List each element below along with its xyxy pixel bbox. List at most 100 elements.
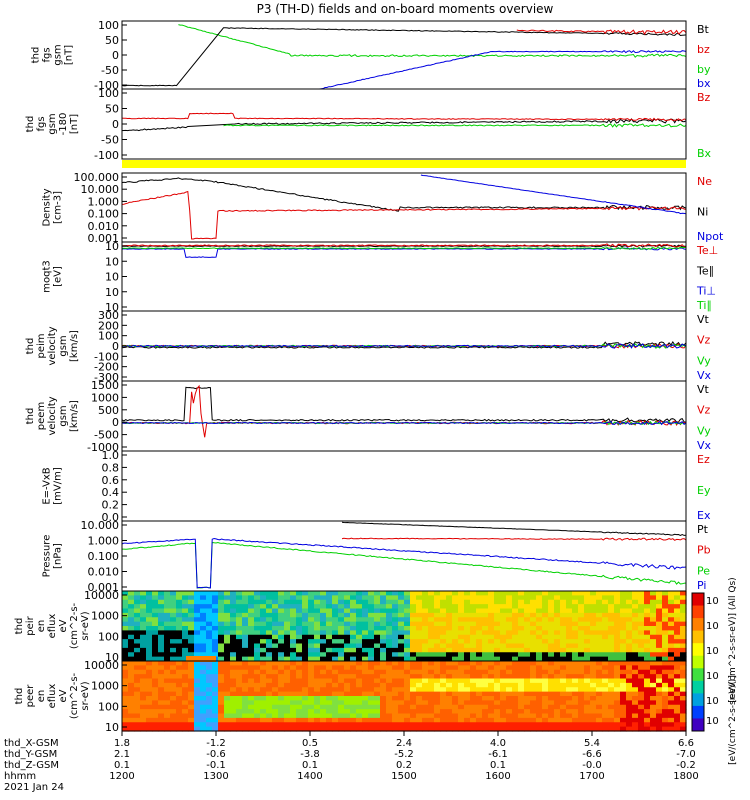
y-tick-label: 500 (98, 404, 119, 417)
legend-entry: Vx (697, 439, 712, 452)
legend-entry: Vy (697, 354, 711, 367)
y-axis-label: [nT] (69, 114, 80, 134)
spectrogram-gap-marker (186, 656, 216, 662)
y-tick-label: 200 (98, 319, 119, 332)
peem-vz-line (121, 384, 687, 438)
y-tick-label: 0.010 (88, 220, 120, 233)
legend-entry: Ex (697, 509, 711, 522)
y-axis-label: thd (25, 408, 36, 425)
figure-title: P3 (TH-D) fields and on-board moments ov… (257, 2, 554, 16)
y-axis-label: thd (31, 47, 42, 64)
y-tick-label: -100 (94, 79, 119, 92)
x-tick-label: -0.0 (582, 760, 602, 771)
y-axis-label: [eV] (53, 266, 64, 287)
y-axis-label: fgs (42, 47, 53, 62)
te-par-line (121, 244, 687, 248)
y-tick-label: 0.2 (102, 499, 120, 512)
y-tick-label: 0.6 (102, 474, 120, 487)
y-axis-label: velocity (47, 396, 58, 435)
y-tick-label: 1000 (91, 391, 119, 404)
colorbar-gradient (692, 593, 704, 732)
y-axis-label: gsm (58, 405, 69, 426)
x-tick-label: 1300 (203, 771, 228, 782)
ne-line (121, 190, 687, 240)
y-tick-label: 100 (98, 19, 119, 32)
y-tick-label: 0.100 (88, 550, 120, 563)
peer-spectrogram (122, 661, 687, 732)
x-tick-label: 1200 (109, 771, 134, 782)
legend-entry: Ti⊥ (696, 285, 716, 298)
y-axis-label: eV (58, 689, 69, 702)
legend-entry: Vy (697, 424, 711, 437)
y-tick-label: -500 (94, 429, 119, 442)
legend-entry: bz (697, 43, 710, 56)
peim-vx-line (122, 343, 687, 349)
y-tick-label: 10 (105, 721, 119, 734)
pt-line (341, 521, 687, 536)
colorbar-tick: 10 (706, 621, 719, 632)
legend-entry: Ey (697, 484, 711, 497)
pi-line (121, 537, 687, 589)
y-axis-label: gsm (53, 44, 64, 65)
y-axis-label: gsm (47, 113, 58, 134)
fgsgse-bx-line (223, 123, 687, 128)
y-tick-label: 100 (98, 630, 119, 643)
y-tick-label: 0.4 (102, 486, 120, 499)
x-tick-label: 0.2 (396, 760, 412, 771)
y-axis-label: fgs (36, 116, 47, 131)
y-tick-label: 1000 (91, 680, 119, 693)
colorbar-tick: 10 (706, 671, 719, 682)
fgs-bx-line (319, 50, 687, 90)
y-axis-label: thd (25, 338, 36, 355)
y-axis-label: peim (36, 333, 47, 358)
y-axis-label: moqt3 (42, 260, 53, 293)
y-tick-label: 50 (105, 103, 119, 116)
x-tick-label: 0.5 (302, 738, 318, 749)
colorbar: 10 10 10 10 10 10 [eV/(cm^2-s-sr-eV)] (All Qs)… (691, 577, 738, 765)
y-tick-label: 10 (105, 255, 119, 268)
x-tick-label: -5.2 (394, 749, 414, 760)
y-axis-label: peem (36, 402, 47, 430)
y-tick-label: 1.000 (88, 195, 120, 208)
y-tick-label: 0.001 (88, 581, 120, 594)
legend-entry: bx (697, 77, 711, 90)
legend-entry: Vt (697, 313, 710, 326)
ti-par-line (122, 246, 687, 250)
y-tick-label: 0.001 (88, 232, 120, 245)
x-tick-label: 1.8 (114, 738, 130, 749)
y-tick-label: 100 (98, 700, 119, 713)
pe-line (122, 541, 687, 589)
y-tick-label: -50 (101, 134, 119, 147)
panel-frame (121, 88, 687, 160)
colorbar-label: [eV/(cm^2-s-sr-eV)] (728, 675, 738, 765)
legend-entry: Vt (697, 383, 710, 396)
x-row-label: thd_X-GSM (4, 738, 59, 749)
y-tick-label: 0.010 (88, 566, 120, 579)
y-tick-label: 10 (105, 271, 119, 284)
x-tick-label: -1.2 (206, 738, 226, 749)
legend-entry: Pt (697, 523, 709, 536)
y-tick-label: 10 (105, 240, 119, 253)
y-tick-label: 10 (105, 286, 119, 299)
y-tick-label: 100.000 (74, 171, 120, 184)
x-tick-label: 1800 (673, 771, 698, 782)
legend-entry: Pb (697, 544, 711, 557)
y-tick-label: 300 (98, 309, 119, 322)
x-tick-label: 1400 (297, 771, 322, 782)
y-tick-label: 10.000 (81, 519, 120, 532)
y-tick-label: 0 (112, 49, 119, 62)
y-axis-label: velocity (47, 326, 58, 365)
pb-line (341, 537, 687, 541)
legend-entry: Te∥ (696, 264, 714, 277)
y-axis-label: [km/s] (69, 330, 80, 362)
y-tick-label: 10 (105, 651, 119, 664)
colorbar-tick: 10 (706, 646, 719, 657)
ni-line (121, 177, 687, 212)
legend-entry: Vx (697, 369, 712, 382)
legend-entry: Ez (697, 453, 710, 466)
x-tick-label: 0.1 (302, 760, 318, 771)
y-tick-label: 10000 (84, 659, 119, 672)
panel-frame (121, 380, 687, 452)
y-tick-label: -1000 (87, 441, 119, 454)
y-tick-label: 0.8 (102, 461, 120, 474)
